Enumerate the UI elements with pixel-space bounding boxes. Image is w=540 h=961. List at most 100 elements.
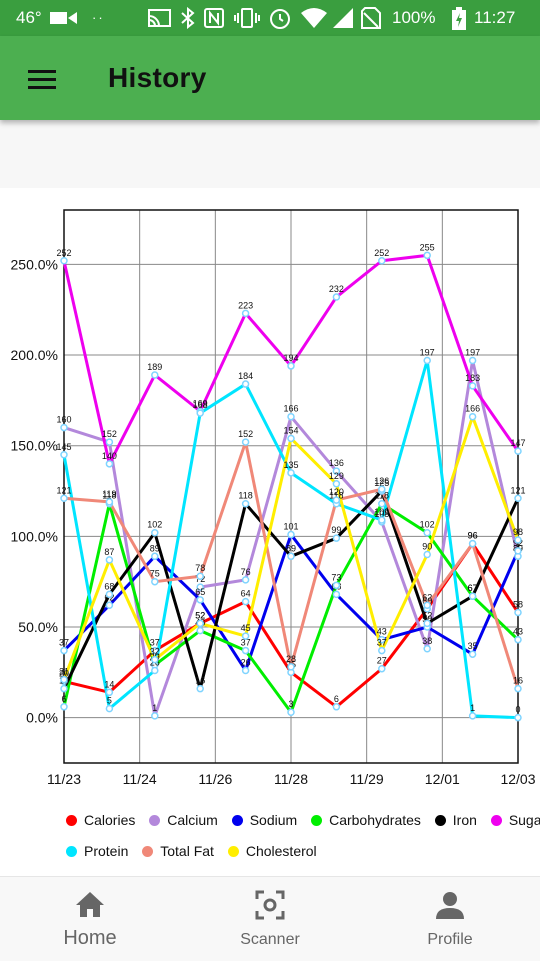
- x-tick-label: 11/23: [47, 771, 81, 787]
- data-point-sodium: [378, 635, 386, 644]
- data-label-carbohydrates: 73: [331, 572, 341, 582]
- data-point-total-fat: [468, 539, 477, 548]
- cell-signal-icon: [333, 8, 353, 28]
- data-point-cholesterol: [241, 632, 250, 640]
- data-label-cholesterol: 154: [283, 425, 298, 435]
- data-point-calcium: [196, 583, 204, 591]
- data-point-calcium: [332, 467, 341, 475]
- data-label-sugar: 189: [147, 362, 162, 372]
- menu-icon-bar: [28, 70, 56, 73]
- x-tick-label: 11/28: [274, 771, 308, 787]
- data-label-carbohydrates: 102: [420, 520, 435, 530]
- profile-icon: [436, 892, 464, 919]
- data-point-protein: [151, 666, 159, 675]
- data-label-calcium: 197: [465, 347, 480, 357]
- legend-item-cholesterol: Cholesterol: [227, 843, 317, 859]
- data-label-sodium: 89: [150, 543, 160, 553]
- data-label-calcium: 152: [102, 429, 117, 439]
- legend-item-carbohydrates: Carbohydrates: [311, 812, 421, 828]
- data-label-sodium: 65: [195, 587, 205, 597]
- data-point-iron: [151, 528, 159, 537]
- menu-button[interactable]: [22, 60, 62, 96]
- nav-profile-label: Profile: [427, 931, 473, 948]
- data-label-sodium: 101: [283, 522, 298, 532]
- data-point-cholesterol: [60, 675, 68, 684]
- header-spacer: [0, 120, 540, 188]
- data-label-protein: 145: [56, 442, 71, 452]
- data-label-sodium: 35: [468, 641, 478, 651]
- data-point-sugar: [60, 257, 68, 265]
- x-tick-label: 12/03: [500, 771, 535, 787]
- legend-swatch: [66, 815, 77, 826]
- legend-swatch: [149, 815, 161, 826]
- data-label-calories: 14: [104, 679, 114, 689]
- data-point-cholesterol: [514, 536, 522, 544]
- data-label-calories: 20: [59, 668, 69, 678]
- chart-svg: 11/23 11/24 11/26 11/28 11/29 12/01 12/03 0.0% 5…: [11, 209, 536, 787]
- data-label-calories: 37: [150, 638, 160, 648]
- data-point-total-fat: [105, 498, 114, 506]
- legend-row: Calories Calcium Sodium Carbohydrates Ir…: [66, 812, 540, 843]
- legend-label: Carbohydrates: [329, 812, 421, 828]
- legend-label: Sodium: [249, 812, 298, 828]
- alarm-icon: [270, 9, 290, 29]
- data-point-calcium: [151, 712, 159, 720]
- clock-text: 11:27: [474, 8, 516, 27]
- temperature-text: 46°: [16, 8, 42, 27]
- legend-item-protein: Protein: [66, 843, 128, 859]
- menu-icon-bar: [28, 86, 56, 89]
- data-label-carbohydrates: 37: [241, 638, 251, 648]
- data-label-iron: 16: [195, 676, 205, 686]
- data-point-sodium: [151, 552, 159, 561]
- app-bar: History: [0, 36, 540, 120]
- data-label-cholesterol: 129: [329, 471, 344, 481]
- data-label-carbohydrates: 67: [468, 583, 478, 593]
- legend-item-sodium: Sodium: [231, 812, 298, 828]
- legend-swatch: [142, 846, 154, 857]
- data-point-carbohydrates: [60, 703, 68, 711]
- no-sim-icon: [361, 7, 381, 29]
- y-tick-label: 250.0%: [11, 256, 58, 272]
- y-tick-label: 150.0%: [11, 438, 58, 454]
- x-tick-label: 11/29: [350, 771, 384, 787]
- legend-swatch: [66, 846, 77, 857]
- legend-item-total-fat: Total Fat: [142, 843, 214, 859]
- nav-profile[interactable]: Profile: [360, 877, 540, 961]
- plot-frame: [63, 209, 519, 764]
- y-tick-label: 100.0%: [11, 528, 58, 544]
- x-tick-label: 11/24: [123, 771, 157, 787]
- data-label-calcium: 166: [283, 404, 298, 414]
- data-point-protein: [423, 356, 431, 365]
- data-point-protein: [468, 712, 477, 720]
- data-label-iron: 68: [104, 581, 114, 591]
- data-label-sugar: 252: [56, 248, 71, 258]
- data-label-total-fat: 121: [56, 485, 71, 495]
- legend-swatch: [311, 815, 323, 826]
- data-point-calories: [105, 688, 114, 697]
- nav-home[interactable]: Home: [0, 877, 180, 961]
- data-label-total-fat: 119: [102, 489, 116, 499]
- data-point-sugar: [287, 362, 295, 370]
- data-point-iron: [196, 684, 204, 693]
- data-point-protein: [60, 451, 68, 459]
- data-point-sugar: [241, 309, 250, 318]
- data-label-calcium: 136: [329, 458, 344, 468]
- data-point-protein: [105, 704, 114, 713]
- data-label-total-fat: 28: [286, 654, 296, 664]
- data-point-protein: [196, 409, 204, 417]
- data-point-sugar: [332, 293, 341, 301]
- nav-scanner[interactable]: Scanner: [180, 877, 360, 961]
- legend-item-calcium: Calcium: [149, 812, 218, 828]
- data-point-total-fat: [423, 601, 431, 610]
- data-label-calcium: 160: [56, 415, 71, 425]
- y-tick-label: 200.0%: [11, 347, 58, 363]
- data-label-carbohydrates: 6: [61, 694, 66, 704]
- data-label-total-fat: 120: [329, 487, 344, 497]
- data-label-cholesterol: 45: [241, 623, 251, 633]
- data-label-calories: 52: [195, 610, 205, 620]
- data-label-sugar: 183: [465, 373, 480, 383]
- data-point-calcium: [105, 438, 114, 446]
- legend-label: Sugar: [508, 812, 540, 828]
- data-label-total-fat: 126: [374, 476, 389, 486]
- home-icon: [76, 892, 104, 917]
